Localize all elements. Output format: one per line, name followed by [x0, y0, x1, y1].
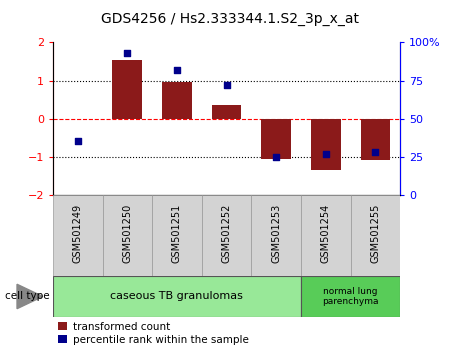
Point	[223, 82, 230, 88]
Text: GSM501255: GSM501255	[369, 204, 380, 263]
Point	[173, 67, 180, 73]
Point	[272, 154, 279, 159]
Bar	[350, 195, 399, 276]
Bar	[112, 59, 142, 119]
Bar	[102, 195, 152, 276]
Point	[321, 151, 329, 156]
Bar	[261, 119, 291, 159]
Bar	[162, 82, 191, 119]
Text: cell type: cell type	[5, 291, 49, 302]
Point	[371, 149, 378, 155]
Bar	[300, 276, 399, 317]
Bar	[310, 119, 340, 170]
Text: caseous TB granulomas: caseous TB granulomas	[110, 291, 243, 302]
Point	[123, 50, 131, 56]
Bar	[251, 195, 300, 276]
Text: GSM501254: GSM501254	[320, 204, 330, 263]
Point	[74, 138, 81, 144]
Text: normal lung
parenchyma: normal lung parenchyma	[322, 287, 378, 306]
Text: GSM501250: GSM501250	[122, 204, 132, 263]
Bar	[300, 195, 350, 276]
Text: GSM501252: GSM501252	[221, 204, 231, 263]
Legend: transformed count, percentile rank within the sample: transformed count, percentile rank withi…	[58, 322, 248, 345]
Bar	[53, 276, 300, 317]
Bar	[202, 195, 251, 276]
Bar	[211, 105, 241, 119]
Bar	[152, 195, 202, 276]
Bar	[53, 195, 102, 276]
Bar	[360, 119, 389, 160]
Polygon shape	[17, 284, 43, 309]
Text: GSM501253: GSM501253	[270, 204, 280, 263]
Text: GDS4256 / Hs2.333344.1.S2_3p_x_at: GDS4256 / Hs2.333344.1.S2_3p_x_at	[101, 12, 358, 27]
Text: GSM501251: GSM501251	[172, 204, 182, 263]
Text: GSM501249: GSM501249	[73, 204, 83, 263]
